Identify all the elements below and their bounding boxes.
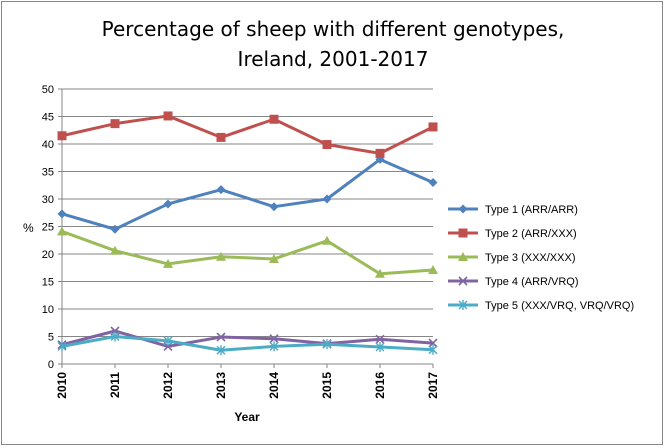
data-point [57, 226, 67, 236]
y-tick-label: 30 [42, 194, 54, 206]
chart-title-line-1: Percentage of sheep with different genot… [101, 17, 565, 41]
data-point [57, 209, 67, 219]
data-point [110, 224, 120, 234]
legend-item: Type 1 (ARR/ARR) [448, 204, 578, 216]
y-tick-label: 45 [42, 112, 54, 124]
y-tick-label: 10 [42, 304, 54, 316]
x-tick-labels: 2010 2011 2012 2013 2014 2015 2016 2017 [55, 372, 440, 399]
data-point [428, 344, 438, 355]
data-point [375, 334, 385, 344]
legend-item: Type 5 (XXX/VRQ, VRQ/VRQ) [448, 300, 634, 312]
legend: Type 1 (ARR/ARR) Type 2 (ARR/XXX) Type 3 (… [448, 204, 634, 312]
data-point [428, 264, 438, 274]
legend-label: Type 2 (ARR/XXX) [485, 228, 577, 240]
series-line [61, 230, 434, 276]
series-line [61, 335, 434, 352]
x-axis-label: Year [234, 410, 260, 424]
data-point [375, 268, 385, 278]
series-lines [57, 111, 438, 356]
y-tick-label: 35 [42, 167, 54, 179]
data-point [322, 235, 332, 245]
legend-item: Type 3 (XXX/XXX) [448, 252, 575, 264]
legend-label: Type 3 (XXX/XXX) [485, 252, 575, 264]
y-tick-label: 50 [42, 84, 54, 96]
data-point [269, 253, 279, 263]
chart-title: Percentage of sheep with different genot… [0, 14, 666, 74]
legend-item: Type 4 (ARR/VRQ) [448, 276, 579, 288]
series-line [61, 157, 434, 231]
legend-marker [458, 228, 468, 238]
legend-item: Type 2 (ARR/XXX) [448, 228, 577, 240]
x-tick-label: 2013 [214, 372, 228, 399]
y-tick-label: 15 [42, 277, 54, 289]
data-point [216, 185, 226, 195]
y-tick-label: 5 [48, 332, 54, 344]
data-point [216, 132, 226, 142]
data-point [163, 258, 173, 268]
data-point [428, 338, 438, 348]
data-point [322, 140, 332, 150]
y-tick-label: 25 [42, 222, 54, 234]
legend-label: Type 5 (XXX/VRQ, VRQ/VRQ) [485, 300, 634, 312]
series-5 [57, 331, 438, 356]
data-point [163, 199, 173, 209]
x-tick-label: 2016 [373, 372, 387, 399]
data-point [57, 131, 67, 141]
data-point [216, 251, 226, 261]
data-point [322, 339, 332, 350]
data-point [110, 245, 120, 255]
x-tick-label: 2017 [426, 372, 440, 399]
data-point [163, 335, 173, 346]
data-point [269, 334, 279, 344]
data-point [163, 111, 173, 121]
data-point [428, 178, 438, 187]
x-tick-label: 2015 [320, 372, 334, 399]
data-point [216, 332, 226, 342]
legend-marker [458, 204, 468, 214]
data-point [57, 341, 67, 352]
x-tick-label: 2011 [108, 372, 122, 398]
y-axis-label: % [23, 221, 34, 235]
series-line [61, 114, 434, 155]
series-1 [57, 154, 438, 234]
y-tick-label: 20 [42, 249, 54, 261]
data-point [269, 114, 279, 124]
data-point [269, 202, 279, 212]
x-tick-label: 2010 [55, 372, 69, 399]
legend-label: Type 1 (ARR/ARR) [485, 204, 578, 216]
y-tick-labels: 0 5 10 15 20 25 30 35 40 45 50 [42, 84, 54, 371]
data-point [322, 194, 332, 204]
data-point [428, 122, 438, 132]
x-tick-label: 2014 [267, 372, 281, 399]
legend-marker [458, 300, 468, 310]
legend-marker [458, 276, 468, 286]
series-line [61, 329, 434, 348]
data-point [110, 119, 120, 129]
data-point [216, 345, 226, 356]
data-point [375, 341, 385, 352]
series-2 [57, 111, 438, 158]
x-tick-label: 2012 [161, 372, 175, 399]
legend-marker [458, 252, 468, 261]
y-tick-label: 0 [48, 359, 54, 371]
legend-label: Type 4 (ARR/VRQ) [485, 276, 579, 288]
series-3 [57, 226, 438, 278]
y-tick-label: 40 [42, 139, 54, 151]
data-point [269, 341, 279, 352]
chart-title-line-2: Ireland, 2001-2017 [237, 47, 429, 71]
data-point [375, 148, 385, 158]
data-point [110, 331, 120, 342]
